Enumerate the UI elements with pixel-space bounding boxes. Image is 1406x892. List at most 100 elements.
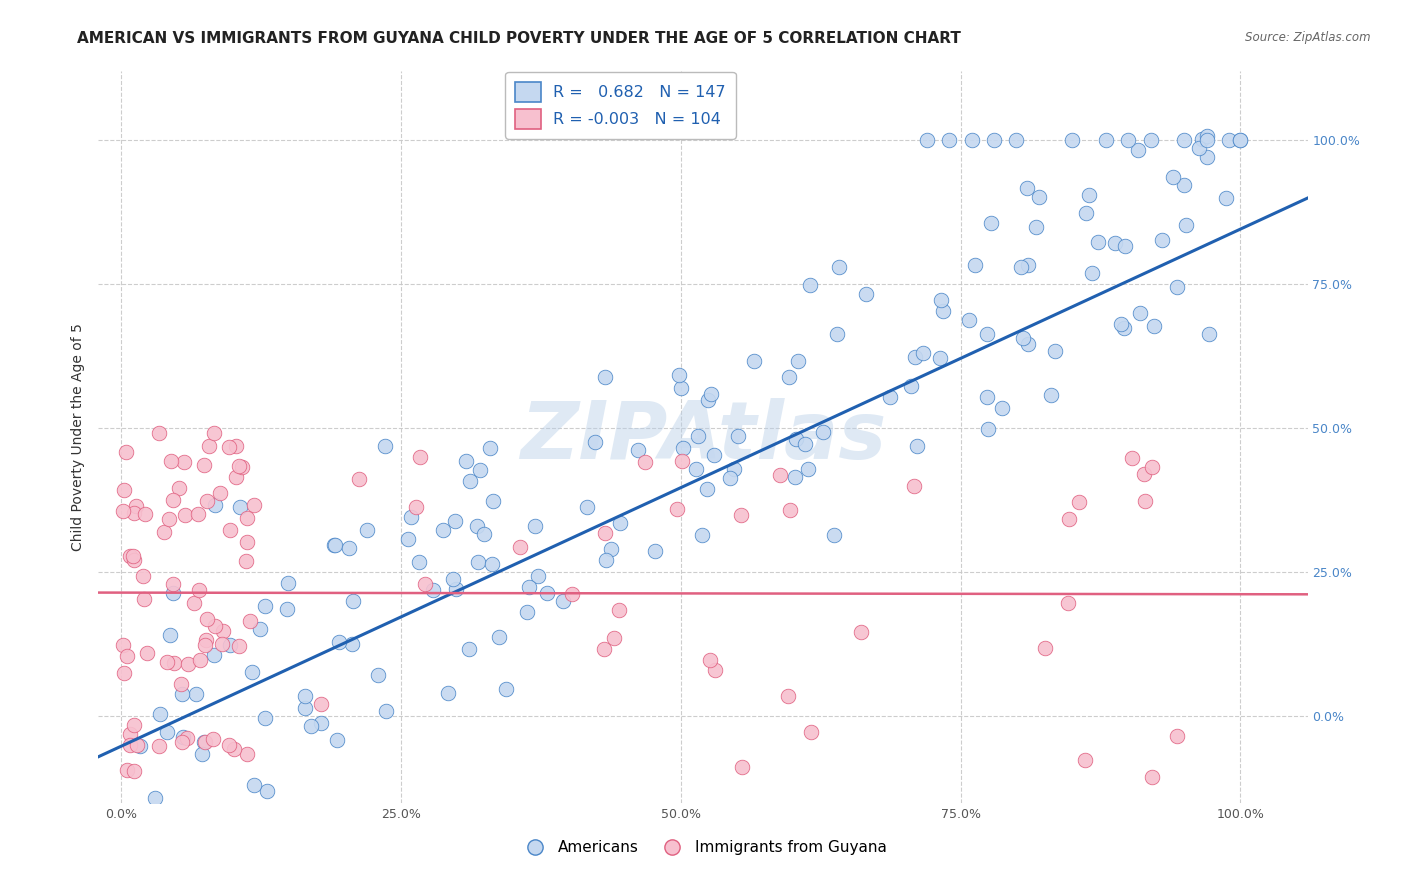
Point: [120, 726, 142, 740]
Point: [1121, 451, 1143, 466]
Point: [342, 637, 364, 651]
Point: [583, 434, 606, 449]
Point: [187, 507, 209, 521]
Point: [965, 258, 987, 272]
Point: [960, 133, 983, 147]
Point: [1195, 129, 1218, 144]
Point: [396, 533, 419, 547]
Point: [778, 370, 800, 384]
Point: [204, 425, 226, 440]
Point: [669, 381, 692, 395]
Point: [136, 646, 159, 660]
Point: [125, 499, 148, 513]
Point: [1142, 770, 1164, 784]
Point: [929, 351, 952, 366]
Point: [787, 354, 810, 368]
Point: [277, 575, 299, 590]
Point: [904, 350, 927, 364]
Point: [413, 577, 436, 591]
Point: [723, 462, 745, 476]
Point: [794, 437, 817, 451]
Point: [1028, 189, 1050, 203]
Point: [800, 725, 823, 739]
Point: [983, 133, 1005, 147]
Point: [1112, 320, 1135, 334]
Point: [115, 649, 138, 664]
Point: [176, 731, 198, 746]
Point: [524, 519, 547, 533]
Point: [253, 599, 276, 613]
Point: [188, 653, 211, 667]
Point: [225, 439, 247, 453]
Point: [903, 479, 925, 493]
Point: [194, 638, 217, 652]
Point: [811, 425, 834, 439]
Point: [193, 458, 215, 472]
Point: [219, 638, 242, 652]
Point: [122, 553, 145, 567]
Point: [422, 583, 444, 598]
Point: [134, 507, 156, 521]
Point: [132, 592, 155, 607]
Point: [1195, 133, 1218, 147]
Point: [879, 390, 901, 404]
Point: [1166, 280, 1188, 294]
Point: [122, 764, 145, 778]
Point: [495, 682, 517, 697]
Point: [697, 392, 720, 407]
Point: [700, 387, 723, 401]
Point: [1143, 318, 1166, 333]
Point: [855, 286, 877, 301]
Point: [443, 514, 465, 528]
Point: [276, 601, 298, 615]
Point: [1095, 133, 1118, 147]
Point: [219, 523, 242, 537]
Point: [527, 569, 550, 583]
Point: [911, 346, 934, 360]
Point: [644, 543, 666, 558]
Point: [517, 580, 540, 594]
Point: [1174, 218, 1197, 232]
Point: [1129, 306, 1152, 320]
Point: [1104, 236, 1126, 251]
Point: [595, 553, 617, 567]
Point: [905, 439, 928, 453]
Point: [239, 615, 262, 629]
Point: [783, 469, 806, 483]
Point: [235, 554, 257, 568]
Point: [1163, 169, 1185, 184]
Point: [122, 549, 145, 564]
Point: [236, 747, 259, 761]
Point: [959, 313, 981, 327]
Point: [408, 555, 430, 569]
Point: [122, 506, 145, 520]
Point: [309, 698, 332, 712]
Point: [1057, 512, 1080, 526]
Point: [607, 602, 630, 616]
Point: [148, 739, 170, 753]
Point: [727, 428, 749, 442]
Point: [218, 440, 240, 454]
Point: [172, 735, 194, 749]
Point: [779, 503, 801, 517]
Point: [399, 510, 422, 524]
Point: [900, 379, 922, 393]
Point: [112, 665, 135, 680]
Point: [374, 704, 396, 718]
Point: [561, 587, 583, 601]
Point: [162, 585, 184, 599]
Point: [124, 717, 146, 731]
Point: [1188, 141, 1211, 155]
Point: [823, 527, 845, 541]
Point: [195, 612, 218, 626]
Point: [172, 687, 194, 701]
Point: [195, 494, 218, 508]
Point: [980, 216, 1002, 230]
Point: [595, 526, 617, 541]
Point: [1218, 133, 1240, 147]
Point: [1017, 337, 1039, 351]
Point: [163, 657, 186, 671]
Point: [253, 711, 276, 725]
Point: [115, 445, 138, 459]
Point: [436, 686, 458, 700]
